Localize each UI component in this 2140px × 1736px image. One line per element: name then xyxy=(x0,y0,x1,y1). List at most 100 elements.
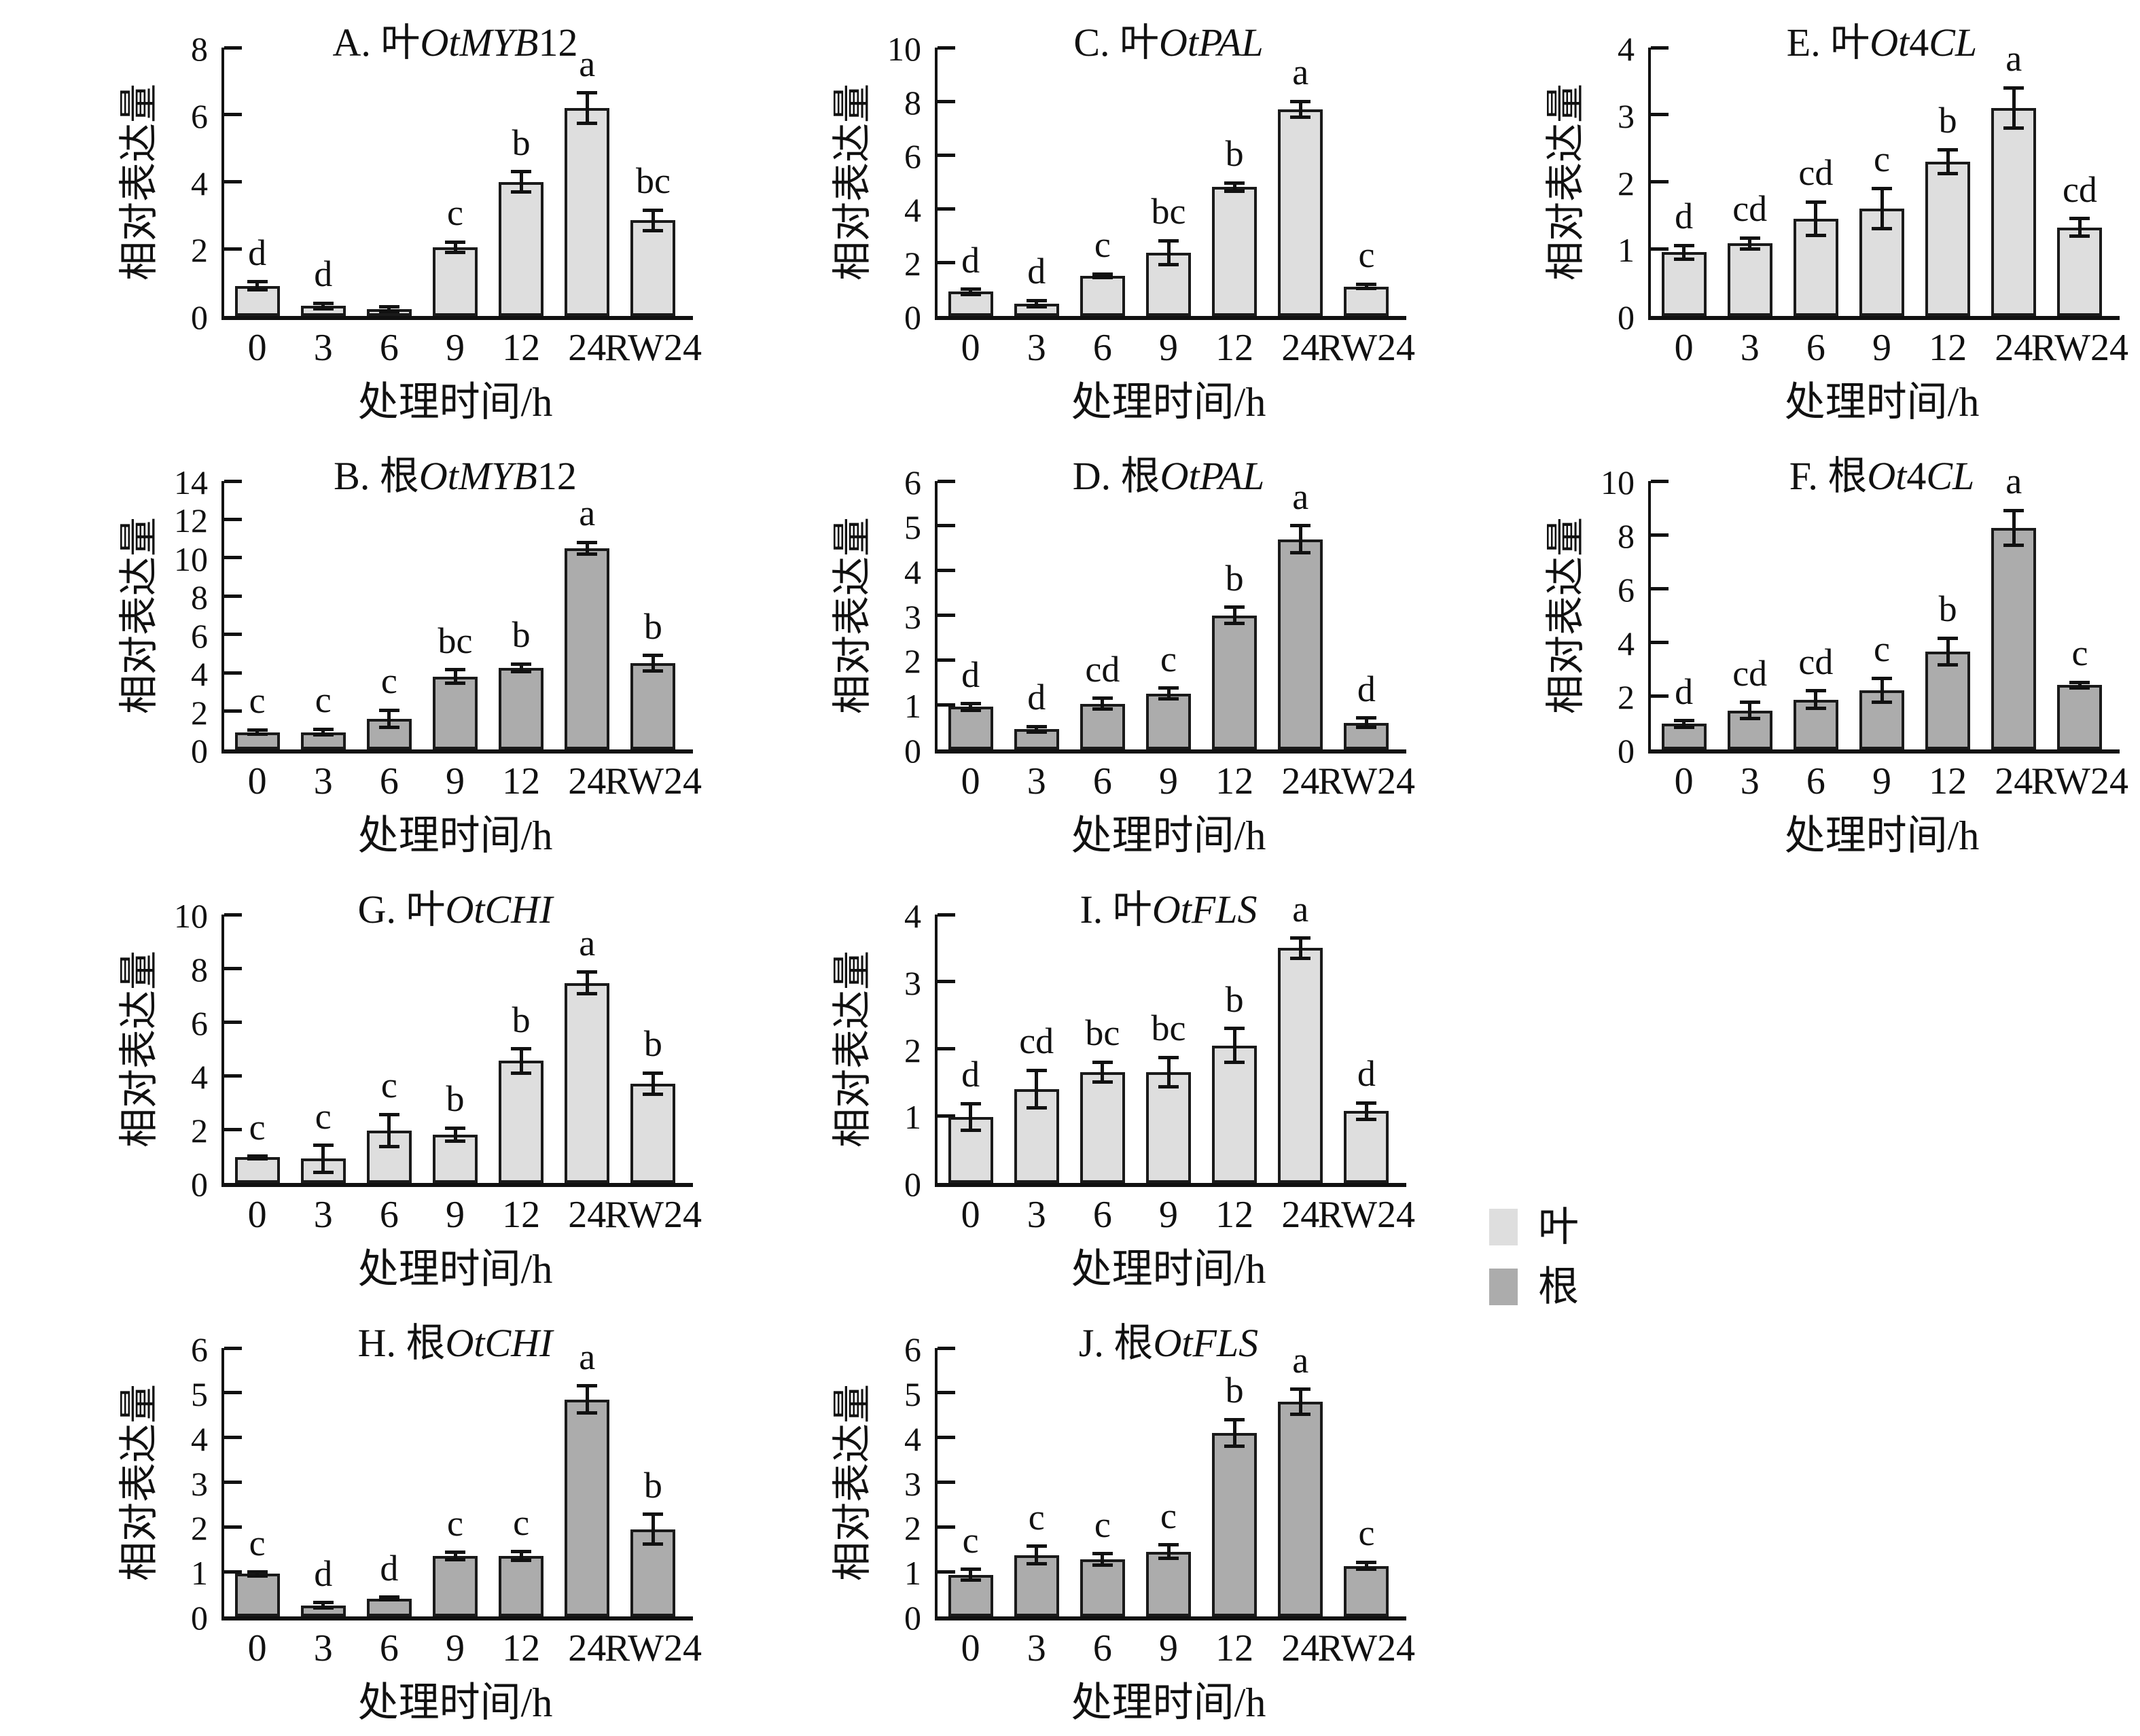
error-bar-cap-top xyxy=(1092,1060,1113,1064)
error-bar-cap-top xyxy=(577,970,598,974)
significance-letter: c xyxy=(380,1065,397,1106)
y-axis-tick xyxy=(1651,694,1669,698)
error-bar-cap-bottom xyxy=(2069,686,2090,690)
gene-symbol: OtCHI xyxy=(445,887,553,932)
y-axis-tick xyxy=(224,633,242,637)
error-bar-cap-top xyxy=(1290,524,1311,528)
y-tick-label: 4 xyxy=(191,164,208,202)
y-tick-label: 2 xyxy=(904,245,921,283)
error-bar-cap-top xyxy=(960,702,981,706)
error-bar-cap-top xyxy=(1356,1101,1377,1105)
y-axis-tick xyxy=(938,1436,955,1440)
gene-symbol: Ot xyxy=(1867,454,1907,498)
error-bar-cap-top xyxy=(378,708,399,712)
y-tick-label: 8 xyxy=(191,951,208,989)
error-bar-line xyxy=(651,210,655,231)
significance-letter: c xyxy=(249,1106,266,1148)
y-axis-tick xyxy=(938,1346,955,1350)
error-bar-cap-top xyxy=(1938,147,1959,152)
y-tick-label: 10 xyxy=(174,539,208,578)
error-bar-line xyxy=(453,1552,457,1560)
error-bar-cap-top xyxy=(247,280,268,284)
y-axis-tick xyxy=(224,113,242,117)
y-axis-title: 相对表达量 xyxy=(117,516,161,714)
bar-12h xyxy=(499,181,544,316)
error-bar-line xyxy=(1232,183,1236,192)
y-axis-title: 相对表达量 xyxy=(117,950,161,1148)
title-text: G. 叶 xyxy=(357,887,446,932)
y-axis-tick xyxy=(938,1114,955,1118)
y-axis-tick xyxy=(224,1074,242,1078)
significance-letter: bc xyxy=(635,160,671,202)
y-tick-label: 4 xyxy=(904,1419,921,1458)
y-tick-label: 0 xyxy=(1618,298,1635,336)
significance-letter: bc xyxy=(438,620,473,661)
significance-letter: c xyxy=(1874,139,1890,180)
error-bar-cap-bottom xyxy=(1092,1080,1113,1084)
error-bar-cap-top xyxy=(1026,298,1047,302)
error-bar-cap-bottom xyxy=(1938,663,1959,667)
error-bar-cap-bottom xyxy=(1224,1445,1245,1449)
x-tick-label: 24 xyxy=(1995,760,2033,802)
y-tick-label: 2 xyxy=(191,231,208,270)
error-bar-cap-bottom xyxy=(445,1557,465,1561)
bar-9h xyxy=(433,247,478,316)
y-axis-title: 相对表达量 xyxy=(830,950,874,1148)
y-axis-title: 相对表达量 xyxy=(830,1383,874,1581)
y-axis-line xyxy=(221,1348,224,1620)
error-bar-cap-bottom xyxy=(378,1145,399,1149)
error-bar-cap-top xyxy=(1938,636,1959,640)
gene-symbol: OtFLS xyxy=(1152,887,1258,932)
legend-label-root: 根 xyxy=(1538,1264,1579,1309)
y-tick-label: 4 xyxy=(191,1419,208,1458)
y-axis-tick xyxy=(938,479,955,483)
y-tick-label: 4 xyxy=(1618,624,1635,662)
x-axis-line xyxy=(221,316,693,320)
error-bar-line xyxy=(1364,718,1368,728)
gene-symbol: OtFLS xyxy=(1153,1321,1259,1365)
y-axis-tick xyxy=(1651,640,1669,644)
leaf-color-swatch xyxy=(1489,1209,1518,1245)
error-bar-cap-bottom xyxy=(960,1129,981,1133)
error-bar-cap-top xyxy=(445,1126,465,1130)
y-tick-label: 4 xyxy=(1618,30,1635,68)
error-bar-cap-top xyxy=(1739,701,1760,705)
y-tick-label: 3 xyxy=(1618,96,1635,135)
significance-letter: bc xyxy=(1151,1008,1186,1049)
error-bar-cap-bottom xyxy=(643,1542,664,1546)
bar-12h xyxy=(1212,187,1258,316)
x-tick-label: 3 xyxy=(1027,1627,1046,1669)
error-bar-line xyxy=(519,171,523,192)
x-tick-label: 24 xyxy=(1281,327,1320,369)
error-bar-line xyxy=(1814,202,1818,236)
error-bar-cap-top xyxy=(247,1570,268,1574)
significance-letter: d xyxy=(1027,677,1046,718)
x-tick-label: 3 xyxy=(1740,327,1760,369)
bar-RW24h xyxy=(1344,1111,1389,1183)
title-text: F. 根 xyxy=(1789,454,1868,498)
y-tick-label: 0 xyxy=(1618,732,1635,770)
y-axis-tick xyxy=(938,980,955,984)
significance-letter: c xyxy=(447,192,463,234)
error-bar-line xyxy=(1035,726,1039,732)
y-tick-label: 14 xyxy=(174,463,208,501)
x-tick-label: 24 xyxy=(568,760,607,802)
significance-letter: a xyxy=(2005,461,2022,502)
error-bar-cap-bottom xyxy=(511,190,532,194)
error-bar-line xyxy=(1166,1057,1171,1087)
significance-letter: c xyxy=(1358,1512,1375,1554)
gene-symbol: CL xyxy=(1926,454,1975,498)
x-tick-label: 9 xyxy=(1159,1194,1178,1236)
significance-letter: b xyxy=(643,605,662,647)
error-bar-cap-top xyxy=(1739,236,1760,240)
y-tick-label: 2 xyxy=(191,1112,208,1150)
x-tick-label: 12 xyxy=(1215,327,1254,369)
significance-letter: a xyxy=(2005,38,2022,79)
bar-12h xyxy=(1925,651,1971,749)
error-bar-cap-bottom xyxy=(1224,189,1245,193)
x-tick-label: 0 xyxy=(247,760,267,802)
y-axis-tick xyxy=(224,180,242,183)
error-bar-cap-top xyxy=(247,728,268,732)
error-bar-line xyxy=(1298,101,1302,118)
y-axis-tick xyxy=(1651,247,1669,251)
